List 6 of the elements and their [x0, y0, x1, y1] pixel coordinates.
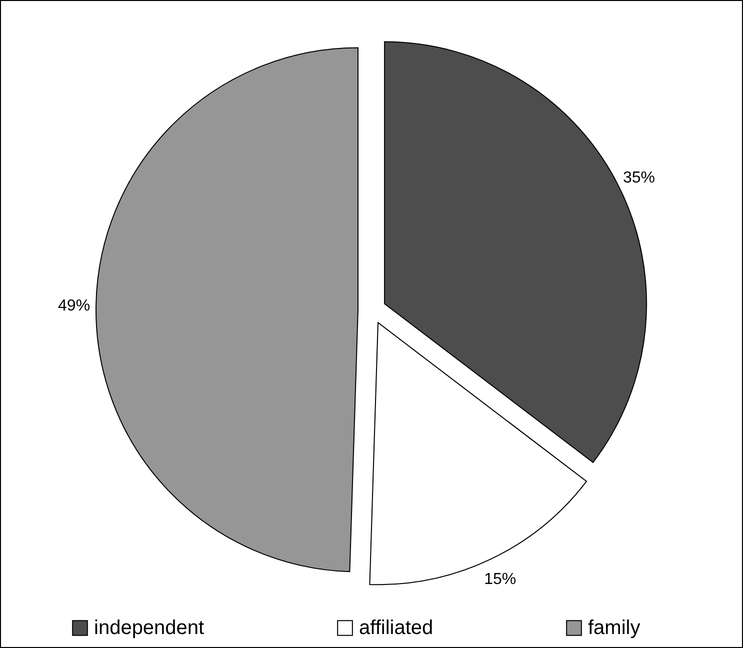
- legend-label: independent: [94, 617, 205, 639]
- data-label: 15%: [484, 571, 516, 588]
- legend-label: affiliated: [359, 617, 434, 639]
- legend-label: family: [588, 617, 640, 639]
- data-label: 49%: [58, 297, 90, 314]
- data-label: 35%: [622, 170, 656, 187]
